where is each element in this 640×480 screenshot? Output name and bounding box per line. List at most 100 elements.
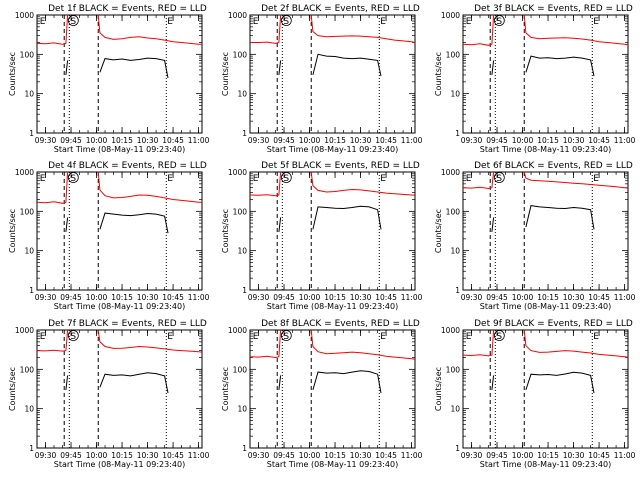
x-tick-label: 09:30 — [461, 293, 483, 302]
marker-annotation: E — [167, 174, 173, 184]
events-series-line — [312, 205, 382, 230]
x-tick-label: 10:45 — [588, 136, 610, 145]
events-series-line — [278, 375, 282, 390]
events-series-line — [65, 60, 69, 75]
y-axis-label: Counts/sec — [434, 52, 443, 96]
y-tick-label: 10 — [450, 90, 460, 99]
y-tick-label: 100 — [20, 365, 35, 374]
events-series-line — [491, 60, 495, 75]
x-tick-label: 11:00 — [614, 293, 636, 302]
plot-frame — [36, 14, 203, 134]
x-tick-label: 09:30 — [248, 293, 270, 302]
panel-4: Det 4f BLACK = Events, RED = LLD 1 10 100 10… — [8, 161, 210, 311]
marker-annotation: S — [283, 174, 289, 184]
x-tick-label: 10:30 — [563, 451, 585, 460]
y-tick-label: 1000 — [228, 168, 247, 177]
panel-5: Det 5f BLACK = Events, RED = LLD 1 10 100 10… — [221, 161, 423, 311]
lld-series-line — [310, 329, 416, 360]
x-tick-label: 11:00 — [401, 136, 423, 145]
lld-series-line — [36, 14, 69, 45]
x-tick-label: 10:15 — [324, 451, 346, 460]
x-axis-label: Start Time (08-May-11 09:23:40) — [480, 145, 611, 154]
lld-series-line — [249, 171, 282, 197]
y-axis-label: Counts/sec — [8, 52, 17, 96]
x-tick-label: 09:45 — [60, 136, 82, 145]
lld-series-line — [462, 171, 495, 190]
marker-annotation: E — [167, 17, 173, 27]
y-tick-label: 10 — [450, 247, 460, 256]
x-tick-label: 11:00 — [188, 451, 210, 460]
plot-frame — [249, 171, 416, 291]
events-series-line — [278, 217, 282, 232]
marker-annotation: E — [253, 332, 259, 342]
events-series-line — [312, 53, 382, 77]
marker-annotation: S — [283, 332, 289, 342]
panel-title: Det 4f BLACK = Events, RED = LLD — [48, 161, 207, 171]
y-axis-label: Counts/sec — [8, 209, 17, 253]
x-tick-label: 10:00 — [86, 451, 108, 460]
lld-series-line — [310, 171, 416, 196]
x-tick-label: 10:15 — [111, 136, 133, 145]
y-tick-label: 1000 — [15, 11, 34, 20]
y-tick-label: 10 — [24, 405, 34, 414]
marker-annotation: E — [593, 17, 599, 27]
panel-title: Det 2f BLACK = Events, RED = LLD — [261, 4, 420, 14]
panel-7: Det 7f BLACK = Events, RED = LLD 1 10 100 10… — [8, 319, 210, 469]
x-tick-label: 11:00 — [614, 451, 636, 460]
y-tick-label: 100 — [20, 50, 35, 59]
marker-annotation: E — [466, 17, 472, 27]
x-tick-label: 09:45 — [486, 451, 508, 460]
x-tick-label: 09:30 — [461, 136, 483, 145]
x-tick-label: 10:45 — [375, 293, 397, 302]
lld-series-line — [249, 329, 282, 359]
marker-annotation: S — [70, 332, 76, 342]
y-tick-label: 1 — [242, 129, 247, 138]
x-tick-label: 10:30 — [137, 136, 159, 145]
events-series-line — [65, 217, 69, 232]
y-tick-label: 100 — [446, 207, 461, 216]
x-tick-label: 10:30 — [350, 293, 372, 302]
x-tick-label: 10:15 — [324, 136, 346, 145]
y-tick-label: 1000 — [228, 326, 247, 335]
x-tick-label: 09:45 — [273, 136, 295, 145]
x-tick-label: 10:15 — [537, 451, 559, 460]
plot-frame — [249, 14, 416, 134]
marker-annotation: E — [466, 332, 472, 342]
lld-series-line — [36, 171, 69, 204]
y-axis-label: Counts/sec — [221, 367, 230, 411]
marker-annotation: E — [593, 174, 599, 184]
x-axis-label: Start Time (08-May-11 09:23:40) — [267, 145, 398, 154]
panel-title: Det 3f BLACK = Events, RED = LLD — [474, 4, 633, 14]
lld-series-line — [97, 329, 203, 353]
x-axis-label: Start Time (08-May-11 09:23:40) — [480, 460, 611, 469]
y-tick-label: 1000 — [441, 326, 460, 335]
x-tick-label: 10:15 — [111, 451, 133, 460]
marker-annotation-circle — [67, 330, 79, 341]
marker-annotation: E — [40, 332, 46, 342]
x-tick-label: 09:45 — [60, 451, 82, 460]
panel-3: Det 3f BLACK = Events, RED = LLD 1 10 100 10… — [434, 4, 636, 154]
lld-series-line — [462, 14, 495, 46]
events-series-line — [491, 375, 495, 390]
marker-annotation: S — [496, 174, 502, 184]
x-tick-label: 10:45 — [588, 451, 610, 460]
lld-series-line — [36, 329, 69, 352]
marker-annotation: S — [70, 174, 76, 184]
events-series-line — [491, 217, 495, 232]
x-tick-label: 09:30 — [461, 451, 483, 460]
x-tick-label: 09:45 — [60, 293, 82, 302]
marker-annotation: E — [167, 332, 173, 342]
x-tick-label: 11:00 — [188, 136, 210, 145]
y-tick-label: 10 — [24, 90, 34, 99]
marker-annotation: E — [593, 332, 599, 342]
marker-annotation-circle — [67, 172, 79, 183]
events-series-line — [525, 205, 595, 230]
y-tick-label: 1 — [242, 444, 247, 453]
y-tick-label: 1 — [29, 444, 34, 453]
x-tick-label: 10:30 — [563, 136, 585, 145]
marker-annotation: E — [380, 17, 386, 27]
marker-annotation-circle — [280, 15, 292, 26]
y-tick-label: 10 — [237, 90, 247, 99]
plot-frame — [462, 171, 629, 291]
plot-frame — [36, 329, 203, 449]
